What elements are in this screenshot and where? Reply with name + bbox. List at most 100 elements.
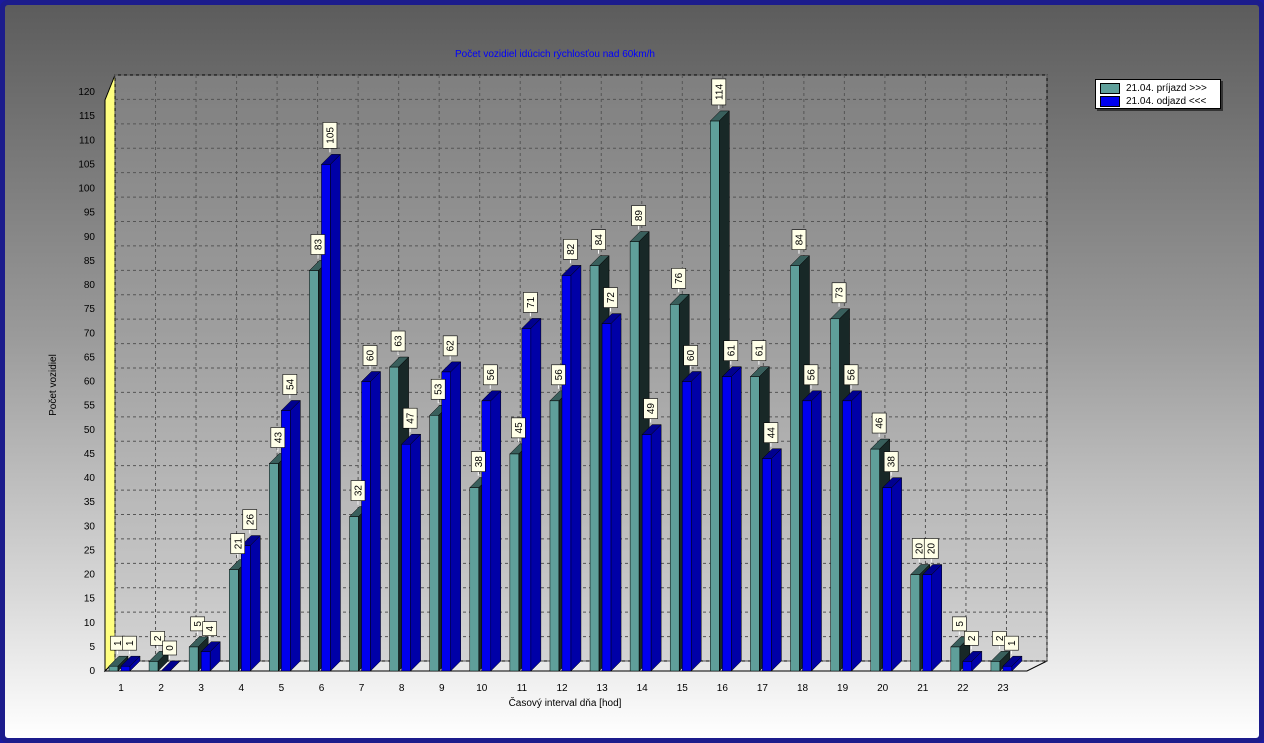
data-label-box xyxy=(671,267,687,289)
data-label: 38 xyxy=(474,456,485,468)
bar-front xyxy=(870,448,880,672)
legend-label-arrival: 21.04. príjazd >>> xyxy=(1126,82,1207,94)
data-label: 21 xyxy=(233,538,244,550)
y-tick-label: 40 xyxy=(84,473,96,484)
y-tick-label: 60 xyxy=(84,377,96,388)
y-tick-label: 95 xyxy=(84,208,96,219)
bar-side xyxy=(169,660,181,672)
data-label: 61 xyxy=(726,345,737,357)
bar-side xyxy=(811,390,822,672)
x-axis-title: Časový interval dňa [hod] xyxy=(509,696,622,709)
data-label-box xyxy=(803,364,819,386)
data-label: 53 xyxy=(434,383,445,395)
y-tick-label: 5 xyxy=(89,642,95,653)
bar-front xyxy=(882,487,892,672)
bar-front xyxy=(601,323,612,672)
data-label: 82 xyxy=(566,243,577,255)
data-label: 26 xyxy=(245,514,256,526)
x-tick-label: 5 xyxy=(279,683,285,694)
data-label-box xyxy=(470,451,486,472)
y-tick-label: 0 xyxy=(89,666,95,677)
data-label: 61 xyxy=(754,345,765,357)
bar-side xyxy=(971,650,983,672)
x-tick-label: 9 xyxy=(439,683,445,694)
bar-front xyxy=(669,304,680,672)
x-tick-label: 19 xyxy=(837,683,849,694)
data-label: 83 xyxy=(313,239,324,251)
data-label: 47 xyxy=(406,412,417,424)
bar-front xyxy=(441,371,451,672)
bar-front xyxy=(750,376,760,672)
bar-front xyxy=(990,661,1001,672)
data-label-box xyxy=(643,398,658,419)
bar-front xyxy=(962,661,973,672)
data-label: 56 xyxy=(554,369,565,381)
data-label: 60 xyxy=(366,350,377,362)
bar-side xyxy=(570,264,582,672)
data-label: 54 xyxy=(285,378,296,390)
bar-side xyxy=(731,366,742,672)
data-label-box xyxy=(282,374,298,395)
bar-side xyxy=(490,390,502,672)
x-tick-label: 20 xyxy=(877,683,889,694)
bar-front xyxy=(429,415,439,672)
bar-front xyxy=(349,516,359,672)
legend-swatch-arrival xyxy=(1100,82,1120,94)
data-label-box xyxy=(122,635,137,651)
bar-front xyxy=(521,328,532,672)
y-tick-label: 65 xyxy=(84,352,96,363)
y-tick-label: 10 xyxy=(84,618,96,629)
data-label-box xyxy=(242,509,258,530)
bar-front xyxy=(108,665,119,672)
data-label: 76 xyxy=(674,272,685,284)
y-tick-label: 110 xyxy=(79,135,95,146)
x-tick-label: 21 xyxy=(917,683,929,694)
y-tick-label: 105 xyxy=(78,159,95,170)
data-label: 1 xyxy=(125,640,136,646)
data-label: 43 xyxy=(273,432,284,444)
x-tick-label: 14 xyxy=(637,683,649,694)
x-tick-label: 16 xyxy=(717,683,729,694)
bar-front xyxy=(281,410,291,672)
bar-front xyxy=(950,646,961,672)
x-tick-label: 13 xyxy=(597,683,609,694)
bar-front xyxy=(681,381,692,672)
x-tick-label: 18 xyxy=(797,683,809,694)
legend-label-departure: 21.04. odjazd <<< xyxy=(1126,95,1207,107)
bar-front xyxy=(802,400,812,672)
bar-front xyxy=(762,458,772,672)
bar-front xyxy=(148,661,159,672)
x-tick-label: 8 xyxy=(399,683,405,694)
data-label-box xyxy=(511,417,526,439)
bar-front xyxy=(830,318,840,672)
bar-side xyxy=(209,641,221,672)
legend-item-departure: 21.04. odjazd <<< xyxy=(1100,95,1206,107)
data-label-box xyxy=(791,229,807,250)
data-label-box xyxy=(563,239,578,260)
data-label: 56 xyxy=(806,369,817,381)
bar-front xyxy=(710,120,720,672)
bar-front xyxy=(481,400,492,672)
bar-front xyxy=(842,400,852,672)
data-label-box xyxy=(831,282,847,304)
data-label: 46 xyxy=(875,417,886,429)
bar-front xyxy=(200,651,211,672)
data-label: 60 xyxy=(686,350,697,362)
bar-front xyxy=(401,443,411,672)
legend-item-arrival: 21.04. príjazd >>> xyxy=(1100,82,1207,94)
y-axis-title: Počet vozidiel xyxy=(48,354,59,416)
data-label-box xyxy=(683,345,699,366)
bar-side xyxy=(690,370,702,672)
data-label: 56 xyxy=(486,369,497,381)
x-tick-label: 17 xyxy=(757,683,769,694)
data-label-box xyxy=(390,330,406,352)
bar-side xyxy=(1011,655,1023,672)
bar-front xyxy=(188,646,199,672)
x-tick-label: 7 xyxy=(359,683,365,694)
bar-side xyxy=(410,433,421,672)
data-label: 20 xyxy=(927,543,938,555)
bar-side xyxy=(250,534,261,672)
data-label: 32 xyxy=(354,485,365,497)
data-label-box xyxy=(430,378,446,400)
